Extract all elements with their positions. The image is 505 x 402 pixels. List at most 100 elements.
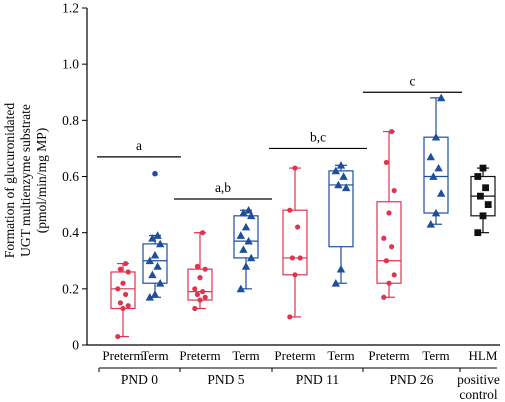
data-point (117, 266, 123, 272)
data-point (117, 300, 123, 306)
data-point (287, 207, 293, 213)
data-point (156, 239, 165, 248)
data-point (115, 333, 121, 340)
data-point (202, 294, 208, 300)
data-point (331, 166, 340, 175)
data-point (202, 266, 208, 272)
data-point (474, 173, 482, 180)
significance-label: b,c (310, 129, 326, 144)
data-point (386, 210, 392, 216)
data-point (244, 206, 253, 214)
data-point (153, 262, 162, 270)
data-point (383, 258, 389, 264)
significance-label: c (410, 73, 416, 88)
y-tick-label: 1.2 (62, 1, 79, 16)
data-point (123, 291, 129, 298)
data-point (241, 222, 251, 231)
data-point (381, 294, 387, 300)
data-point (334, 180, 343, 189)
data-point (287, 314, 293, 320)
data-point (192, 286, 198, 292)
data-point (437, 189, 446, 197)
x-tick-label: Term (327, 348, 354, 363)
data-point (236, 231, 245, 239)
data-point (145, 256, 154, 265)
data-point (479, 212, 487, 220)
data-point (200, 289, 206, 295)
data-point (297, 255, 303, 261)
x-tick-label: Preterm (368, 348, 409, 363)
data-point (244, 236, 253, 245)
x-tick-label: Preterm (179, 348, 220, 363)
y-tick-label: 0.8 (62, 113, 79, 128)
data-point (125, 303, 131, 309)
data-point (429, 172, 438, 180)
data-point (477, 192, 484, 200)
significance-label: a (136, 138, 142, 153)
data-point (200, 230, 206, 236)
data-point (153, 231, 162, 239)
x-tick-label: Term (141, 348, 168, 363)
y-tick-label: 0.2 (62, 281, 79, 296)
data-point (484, 201, 492, 208)
y-tick-label: 0 (72, 338, 79, 353)
data-point (381, 235, 387, 241)
data-point (197, 275, 203, 281)
data-point (383, 159, 389, 166)
data-point (194, 291, 200, 298)
outlier-point (152, 170, 158, 177)
x-tick-label: Term (232, 348, 259, 363)
data-point (247, 253, 256, 262)
data-point (342, 183, 351, 192)
data-point (386, 280, 392, 286)
data-point (145, 293, 154, 301)
data-point (482, 184, 489, 192)
group-label: PND 5 (207, 372, 244, 387)
y-tick-label: 0.4 (62, 225, 79, 240)
box (187, 268, 213, 301)
group-label: positive (457, 372, 500, 387)
data-point (431, 132, 441, 141)
data-point (115, 286, 121, 292)
data-point (150, 290, 160, 298)
box (110, 271, 136, 310)
data-point (197, 297, 203, 303)
data-point (292, 272, 298, 278)
y-axis-label: UGT multienzyme substrate (18, 104, 33, 257)
data-point (239, 245, 248, 253)
y-axis-label: Formation of glucuronidated (2, 103, 17, 258)
data-point (389, 128, 395, 135)
x-tick-label: Preterm (102, 348, 143, 363)
data-point (156, 279, 165, 287)
x-tick-label: Preterm (274, 348, 315, 363)
data-point (339, 172, 348, 180)
data-point (150, 250, 160, 259)
data-point (148, 234, 157, 242)
data-point (391, 272, 397, 278)
group-label: control (459, 387, 497, 402)
box (142, 243, 168, 284)
data-point (194, 263, 200, 269)
data-point (241, 262, 251, 270)
box (328, 170, 354, 248)
data-point (336, 264, 346, 273)
data-point (391, 187, 397, 194)
data-point (123, 260, 129, 267)
data-point (148, 270, 157, 279)
x-tick-label: HLM (469, 348, 498, 363)
significance-label: a,b (215, 180, 231, 195)
x-tick-label: Term (422, 348, 449, 363)
data-point (389, 244, 395, 250)
data-point (289, 255, 295, 261)
data-point (431, 208, 441, 217)
data-point (437, 93, 446, 102)
y-axis-label: (pmol/min/mg MP) (34, 128, 49, 233)
data-point (336, 161, 346, 169)
data-point (236, 284, 245, 293)
data-point (239, 208, 248, 217)
data-point (192, 305, 198, 312)
data-point (331, 279, 340, 287)
y-tick-label: 0.6 (62, 169, 79, 184)
box (282, 209, 308, 276)
